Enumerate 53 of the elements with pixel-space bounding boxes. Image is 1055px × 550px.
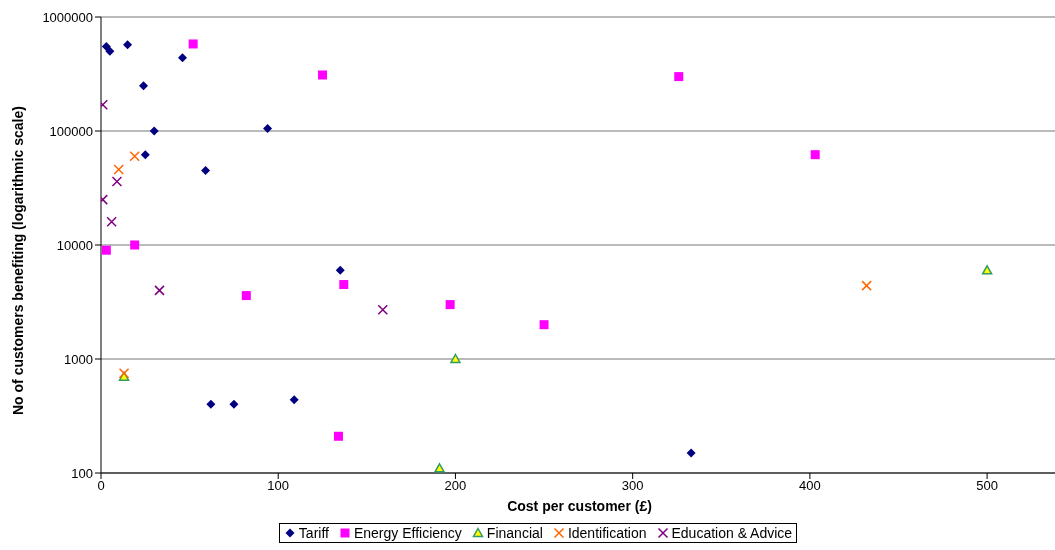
point [130, 240, 140, 250]
legend-label: Education & Advice [670, 525, 793, 541]
point [450, 353, 461, 364]
point [335, 265, 345, 275]
point [101, 42, 111, 52]
x-tick-label: 100 [267, 478, 290, 494]
point [188, 39, 198, 49]
point [140, 150, 150, 160]
point [139, 81, 149, 91]
point [229, 399, 239, 409]
x-tick-label: 400 [799, 478, 821, 494]
x-tick-label: 300 [621, 478, 644, 494]
x-tick-label: 200 [444, 478, 467, 494]
x-tick-label: 0 [97, 478, 105, 494]
y-axis-title: No of customers benefiting (logarithmic scale) [9, 106, 26, 415]
point [206, 399, 216, 409]
point [377, 304, 389, 316]
point [105, 46, 115, 56]
point [539, 320, 549, 330]
y-tick-label: 100000 [49, 123, 93, 139]
x-axis-title: Cost per customer (£) [507, 498, 652, 514]
point [674, 72, 684, 82]
point [106, 216, 117, 227]
point [149, 126, 159, 136]
x-tick-label: 500 [976, 478, 998, 494]
legend-label: Tariff [297, 525, 329, 541]
point [263, 124, 273, 134]
point [445, 300, 455, 310]
point [241, 291, 251, 301]
point [333, 431, 343, 441]
y-tick-label: 10000 [56, 237, 93, 253]
legend-label: Identification [566, 525, 647, 541]
point [123, 40, 133, 50]
point [686, 448, 696, 458]
point [101, 245, 111, 255]
point [810, 150, 820, 160]
point [201, 166, 211, 176]
point [113, 164, 124, 175]
legend-label: Financial [485, 525, 543, 541]
point [289, 395, 299, 405]
point [178, 53, 188, 63]
legend-label: Energy Efficiency [352, 525, 462, 541]
point [318, 70, 328, 80]
point [861, 280, 872, 291]
point [111, 176, 123, 187]
point [154, 285, 165, 296]
y-tick-label: 1000 [64, 351, 93, 367]
point [981, 265, 993, 275]
point [434, 463, 445, 473]
point [129, 151, 140, 162]
y-tick-label: 1000000 [42, 9, 93, 25]
y-tick-label: 100 [71, 465, 93, 481]
point [339, 280, 349, 290]
